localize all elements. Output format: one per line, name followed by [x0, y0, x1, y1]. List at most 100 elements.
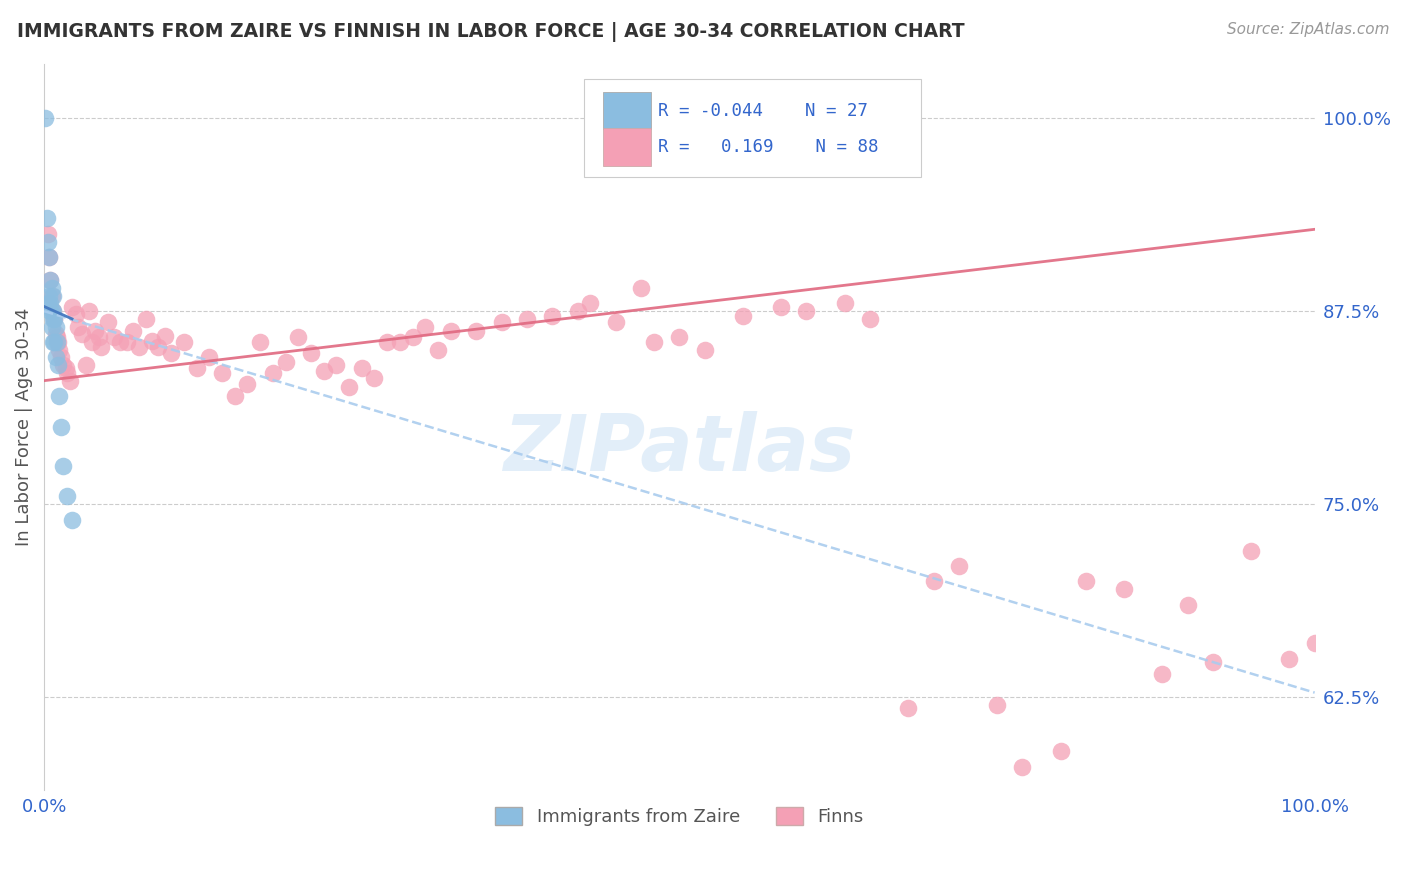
Point — [97, 315, 120, 329]
Point — [34, 111, 56, 125]
Point — [299, 346, 322, 360]
Point — [731, 309, 754, 323]
Text: Source: ZipAtlas.com: Source: ZipAtlas.com — [1226, 22, 1389, 37]
Point — [541, 309, 564, 323]
Point — [1202, 655, 1225, 669]
Point — [60, 300, 83, 314]
Point — [42, 311, 65, 326]
Point — [1011, 760, 1033, 774]
Point — [41, 304, 63, 318]
Point — [41, 281, 63, 295]
Point — [312, 364, 335, 378]
Point — [41, 289, 63, 303]
Point — [45, 327, 67, 342]
Point — [922, 574, 945, 589]
Point — [567, 304, 589, 318]
Point — [427, 343, 450, 357]
Point — [948, 559, 970, 574]
Point — [39, 296, 62, 310]
Y-axis label: In Labor Force | Age 30-34: In Labor Force | Age 30-34 — [15, 308, 32, 546]
Text: R = -0.044    N = 27: R = -0.044 N = 27 — [658, 102, 868, 120]
Point — [42, 289, 65, 303]
Point — [516, 311, 538, 326]
Point — [52, 458, 75, 473]
Point — [1049, 744, 1071, 758]
Point — [148, 340, 170, 354]
Point — [46, 334, 69, 349]
Point — [48, 389, 70, 403]
Point — [49, 351, 72, 365]
Text: R =   0.169    N = 88: R = 0.169 N = 88 — [658, 137, 879, 156]
Point — [153, 329, 176, 343]
Point — [350, 361, 373, 376]
Point — [70, 327, 93, 342]
Point — [770, 300, 793, 314]
Point — [186, 361, 208, 376]
Point — [897, 701, 920, 715]
Point — [52, 358, 75, 372]
Point — [135, 311, 157, 326]
Point — [56, 490, 79, 504]
Point — [45, 319, 67, 334]
Point — [44, 311, 66, 326]
Point — [643, 334, 665, 349]
Point — [87, 330, 110, 344]
Point — [141, 334, 163, 348]
Point — [60, 513, 83, 527]
Point — [668, 330, 690, 344]
Point — [42, 334, 65, 349]
Point — [44, 334, 66, 349]
Point — [44, 311, 66, 326]
Point — [67, 319, 90, 334]
Point — [37, 235, 59, 249]
Point — [274, 355, 297, 369]
FancyBboxPatch shape — [583, 78, 921, 177]
Point — [42, 304, 65, 318]
Point — [103, 330, 125, 344]
Point — [39, 273, 62, 287]
Point — [77, 304, 100, 318]
Point — [440, 324, 463, 338]
Point — [986, 698, 1008, 712]
Point — [605, 315, 627, 329]
Point — [75, 358, 97, 372]
Point — [236, 376, 259, 391]
Point — [1240, 543, 1263, 558]
Point — [859, 311, 882, 326]
Point — [287, 330, 309, 344]
Point — [491, 315, 513, 329]
Point — [211, 366, 233, 380]
Point — [38, 289, 60, 303]
Point — [325, 358, 347, 372]
Point — [48, 343, 70, 357]
Point — [401, 330, 423, 344]
Point — [128, 340, 150, 354]
Point — [39, 304, 62, 318]
Point — [693, 343, 716, 357]
Point — [1112, 582, 1135, 596]
Text: ZIPatlas: ZIPatlas — [503, 410, 855, 487]
Point — [37, 227, 59, 241]
Point — [110, 334, 132, 349]
Point — [796, 304, 818, 318]
Point — [198, 351, 221, 365]
Point — [388, 334, 411, 349]
Point — [363, 370, 385, 384]
Point — [39, 273, 62, 287]
Point — [58, 374, 80, 388]
Point — [35, 211, 58, 226]
Point — [1074, 574, 1097, 589]
Point — [115, 334, 138, 349]
Point — [1152, 667, 1174, 681]
Point — [45, 334, 67, 349]
Point — [45, 330, 67, 344]
Point — [375, 334, 398, 349]
Point — [224, 389, 246, 403]
Point — [38, 250, 60, 264]
Point — [1278, 651, 1301, 665]
Point — [1303, 636, 1326, 650]
Point — [82, 334, 104, 349]
Point — [834, 296, 856, 310]
Point — [65, 307, 87, 321]
Point — [37, 296, 59, 310]
